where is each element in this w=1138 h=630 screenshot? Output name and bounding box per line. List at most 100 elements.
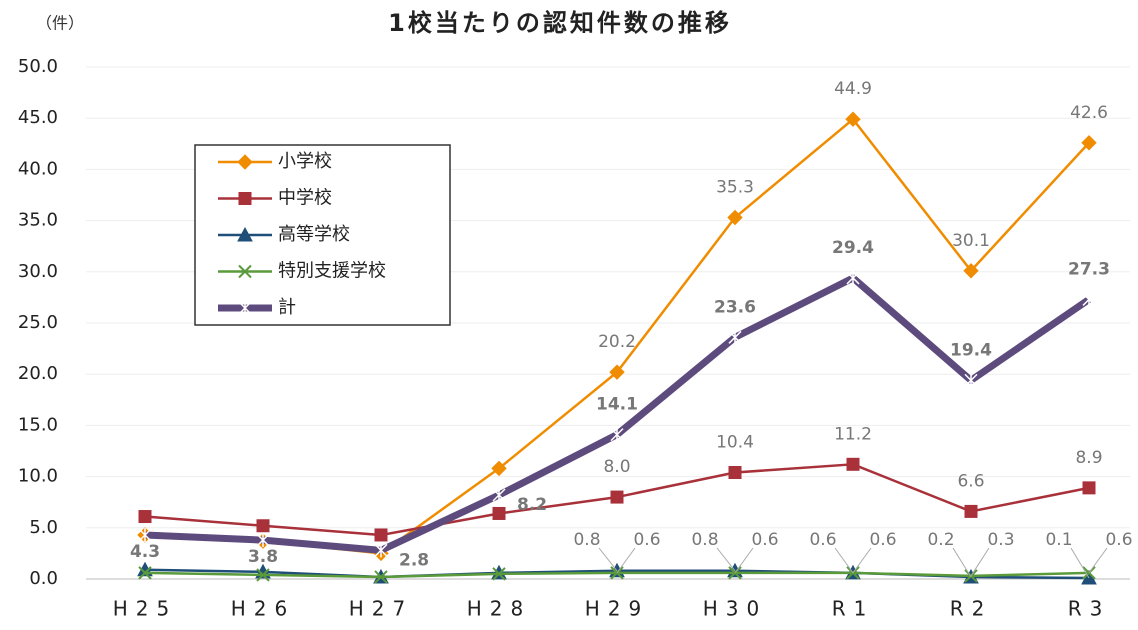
marker [237, 154, 253, 170]
data-label: 0.6 [869, 530, 896, 550]
y-tick-label: 5.0 [29, 517, 58, 538]
leader-line [616, 547, 636, 574]
y-tick-label: 50.0 [18, 56, 58, 77]
y-tick-label: 15.0 [18, 414, 58, 435]
marker [1082, 481, 1096, 495]
data-label: 6.6 [957, 471, 984, 491]
leader-line [598, 547, 618, 572]
y-tick-label: 45.0 [18, 107, 58, 128]
data-label: 8.0 [603, 457, 630, 477]
x-tick-label: H25 [113, 597, 178, 621]
data-label: 0.6 [809, 530, 836, 550]
marker [610, 427, 624, 442]
data-label: 0.2 [927, 530, 954, 550]
data-label: 0.6 [751, 530, 778, 550]
y-tick-label: 40.0 [18, 158, 58, 179]
y-tick-label: 35.0 [18, 210, 58, 231]
marker [963, 263, 979, 279]
leader-line [970, 547, 990, 577]
y-tick-label: 30.0 [18, 261, 58, 282]
marker [846, 270, 860, 285]
x-tick-label: R2 [950, 597, 993, 621]
data-label: 14.1 [596, 395, 638, 415]
leader-line [1088, 547, 1108, 574]
data-label: 3.8 [248, 547, 278, 567]
data-label: 8.2 [517, 495, 547, 515]
leader-line [852, 547, 872, 574]
legend-label: 中学校 [278, 188, 332, 209]
x-tick-label: R1 [832, 597, 875, 621]
leader-line [834, 547, 854, 574]
y-tick-label: 20.0 [18, 363, 58, 384]
marker [727, 209, 743, 226]
chart-title: 1校当たりの認知件数の推移 [388, 9, 732, 37]
marker [138, 510, 152, 524]
marker [1082, 292, 1096, 307]
data-label: 4.3 [130, 542, 160, 562]
marker [374, 543, 388, 558]
marker [237, 226, 253, 242]
data-label: 30.1 [952, 231, 990, 251]
marker [256, 519, 270, 533]
data-label: 35.3 [716, 178, 754, 198]
data-label: 0.1 [1045, 530, 1072, 550]
data-label: 10.4 [716, 433, 754, 453]
y-tick-label: 10.0 [18, 466, 58, 487]
x-tick-label: H30 [703, 597, 768, 621]
x-tick-label: H28 [467, 597, 532, 621]
data-label: 0.6 [1105, 530, 1132, 550]
data-label: 29.4 [832, 238, 874, 258]
x-tick-label: R3 [1068, 597, 1111, 621]
marker [138, 566, 152, 580]
leader-line [952, 547, 972, 578]
marker [492, 488, 506, 503]
marker [728, 466, 742, 480]
legend-label: 高等学校 [278, 224, 350, 245]
marker [238, 192, 252, 205]
data-label: 11.2 [834, 424, 872, 444]
data-label: 2.8 [399, 550, 429, 570]
marker [374, 570, 388, 584]
y-tick-label: 0.0 [29, 568, 58, 589]
data-label: 0.6 [633, 530, 660, 550]
marker [138, 527, 152, 542]
marker [964, 373, 978, 388]
data-label: 19.4 [950, 340, 992, 360]
marker [238, 301, 252, 315]
leader-line [716, 547, 736, 572]
y-axis-label: （件） [36, 14, 84, 33]
marker [846, 457, 860, 471]
data-label: 20.2 [598, 332, 636, 352]
marker [492, 506, 506, 520]
data-label: 0.8 [691, 530, 718, 550]
marker [492, 567, 506, 581]
legend-label: 特別支援学校 [278, 261, 386, 282]
marker [1081, 135, 1097, 151]
data-label: 23.6 [714, 297, 756, 317]
data-label: 27.3 [1068, 259, 1110, 279]
data-label: 44.9 [834, 79, 872, 99]
marker [964, 504, 978, 518]
leader-line [1070, 547, 1090, 579]
legend-label: 小学校 [278, 151, 332, 172]
x-tick-label: H29 [585, 597, 650, 621]
data-label: 42.6 [1070, 103, 1108, 123]
marker [374, 528, 388, 542]
marker [610, 490, 624, 504]
marker [491, 460, 507, 477]
marker [845, 111, 861, 127]
marker [238, 264, 252, 279]
marker [728, 330, 742, 345]
x-tick-label: H26 [231, 597, 296, 621]
data-label: 0.3 [987, 530, 1014, 550]
marker [609, 364, 625, 380]
y-tick-label: 25.0 [18, 312, 58, 333]
marker [491, 564, 507, 580]
marker [256, 533, 270, 548]
legend-label: 計 [278, 297, 296, 318]
leader-line [734, 547, 754, 574]
data-label: 0.8 [573, 530, 600, 550]
marker [256, 568, 270, 582]
data-label: 8.9 [1075, 448, 1102, 468]
